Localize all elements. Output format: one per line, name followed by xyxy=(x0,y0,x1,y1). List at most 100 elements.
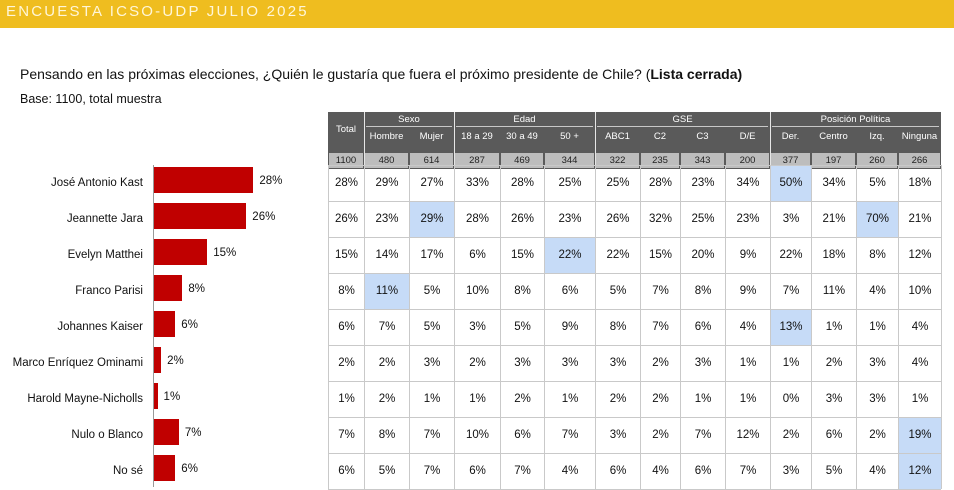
sample-size: 322 xyxy=(596,153,639,168)
bar-data-label: 28% xyxy=(259,175,283,187)
table-cell: 8% xyxy=(869,249,886,261)
table-cell: 4% xyxy=(911,321,929,333)
table-cell: 20% xyxy=(691,249,715,261)
table-cell: 5% xyxy=(869,177,886,189)
total-header: Total xyxy=(335,124,357,135)
column-header: ABC1 xyxy=(605,131,630,142)
column-gridline xyxy=(770,165,771,489)
table-cell: 26% xyxy=(510,213,535,225)
sample-size: 260 xyxy=(857,153,897,168)
bar xyxy=(154,347,162,373)
header-separator xyxy=(595,112,596,169)
table-cell: 1% xyxy=(561,393,579,405)
sample-size: 197 xyxy=(812,153,855,168)
group-header: Posición Política xyxy=(772,113,939,127)
table-cell: 1% xyxy=(739,357,757,369)
table-cell: 4% xyxy=(561,465,579,477)
table-cell: 28% xyxy=(510,177,535,189)
row-gridline xyxy=(328,237,941,238)
table-cell: 6% xyxy=(514,429,531,441)
table-cell: 17% xyxy=(420,249,444,261)
column-gridline xyxy=(898,165,899,489)
row-gridline xyxy=(328,417,941,418)
table-cell: 7% xyxy=(652,285,669,297)
row-label: Jeannette Jara xyxy=(66,213,143,225)
table-cell: 15% xyxy=(510,249,535,261)
table-cell: 8% xyxy=(609,321,627,333)
row-label: Evelyn Matthei xyxy=(67,249,143,261)
sample-size: 377 xyxy=(771,153,810,168)
table-cell: 6% xyxy=(469,249,486,261)
table-cell: 7% xyxy=(514,465,531,477)
column-gridline xyxy=(328,165,329,489)
row-label: Marco Enríquez Ominami xyxy=(12,357,143,369)
table-cell: 7% xyxy=(378,321,396,333)
banner-title: ENCUESTA ICSO-UDP JULIO 2025 xyxy=(6,3,309,20)
table-cell: 70% xyxy=(857,202,898,237)
sample-size: 1100 xyxy=(329,153,363,168)
bar-data-label: 8% xyxy=(188,283,206,295)
table-cell: 15% xyxy=(334,249,359,261)
bar-chart-panel xyxy=(153,165,328,487)
table-cell: 2% xyxy=(378,393,396,405)
table-cell: 2% xyxy=(652,357,669,369)
table-cell: 1% xyxy=(469,393,486,405)
table-cell: 3% xyxy=(869,393,886,405)
table-cell: 11% xyxy=(822,285,846,297)
table-cell: 13% xyxy=(771,310,811,345)
table-cell: 7% xyxy=(423,429,441,441)
sample-size: 235 xyxy=(641,153,679,168)
table-cell: 9% xyxy=(739,285,757,297)
column-header: Centro xyxy=(819,131,848,142)
row-gridline xyxy=(328,345,941,346)
table-cell: 18% xyxy=(908,177,932,189)
bar xyxy=(154,239,208,265)
header-separator xyxy=(770,112,771,169)
group-header: Edad xyxy=(456,113,593,127)
row-label: José Antonio Kast xyxy=(50,177,143,189)
table-cell: 1% xyxy=(782,357,800,369)
table-cell: 2% xyxy=(782,429,800,441)
column-gridline xyxy=(500,165,501,489)
table-cell: 2% xyxy=(609,393,627,405)
table-cell: 1% xyxy=(869,321,886,333)
table-cell: 2% xyxy=(378,357,396,369)
table-cell: 2% xyxy=(469,357,486,369)
table-cell: 5% xyxy=(423,321,441,333)
table-cell: 50% xyxy=(771,166,811,201)
table-cell: 2% xyxy=(514,393,531,405)
bar-data-label: 6% xyxy=(181,463,198,475)
table-cell: 22% xyxy=(545,238,595,273)
sample-size: 480 xyxy=(365,153,408,168)
header-banner: ENCUESTA ICSO-UDP JULIO 2025 xyxy=(0,0,954,28)
header-separator xyxy=(364,112,365,169)
table-cell: 6% xyxy=(338,321,355,333)
table-cell: 5% xyxy=(378,465,396,477)
row-label: Harold Mayne-Nicholls xyxy=(27,393,143,405)
table-cell: 2% xyxy=(338,357,355,369)
sample-size: 614 xyxy=(410,153,453,168)
table-cell: 7% xyxy=(338,429,355,441)
column-header: C2 xyxy=(653,131,667,142)
row-gridline xyxy=(328,309,941,310)
row-gridline xyxy=(328,453,941,454)
bar xyxy=(154,311,176,337)
question-bold: Lista cerrada) xyxy=(650,66,743,82)
column-gridline xyxy=(454,165,455,489)
table-cell: 6% xyxy=(469,465,486,477)
table-cell: 12% xyxy=(736,429,760,441)
table-cell: 26% xyxy=(606,213,630,225)
table-cell: 22% xyxy=(606,249,630,261)
table-cell: 1% xyxy=(911,393,929,405)
table-cell: 28% xyxy=(648,177,673,189)
table-cell: 23% xyxy=(375,213,399,225)
sample-size: 266 xyxy=(899,153,940,168)
bar xyxy=(154,455,176,481)
table-cell: 25% xyxy=(558,177,582,189)
table-cell: 1% xyxy=(338,393,355,405)
table-cell: 3% xyxy=(561,357,579,369)
table-cell: 15% xyxy=(648,249,673,261)
table-cell: 10% xyxy=(465,285,490,297)
column-gridline xyxy=(595,165,596,489)
table-cell: 25% xyxy=(606,177,630,189)
